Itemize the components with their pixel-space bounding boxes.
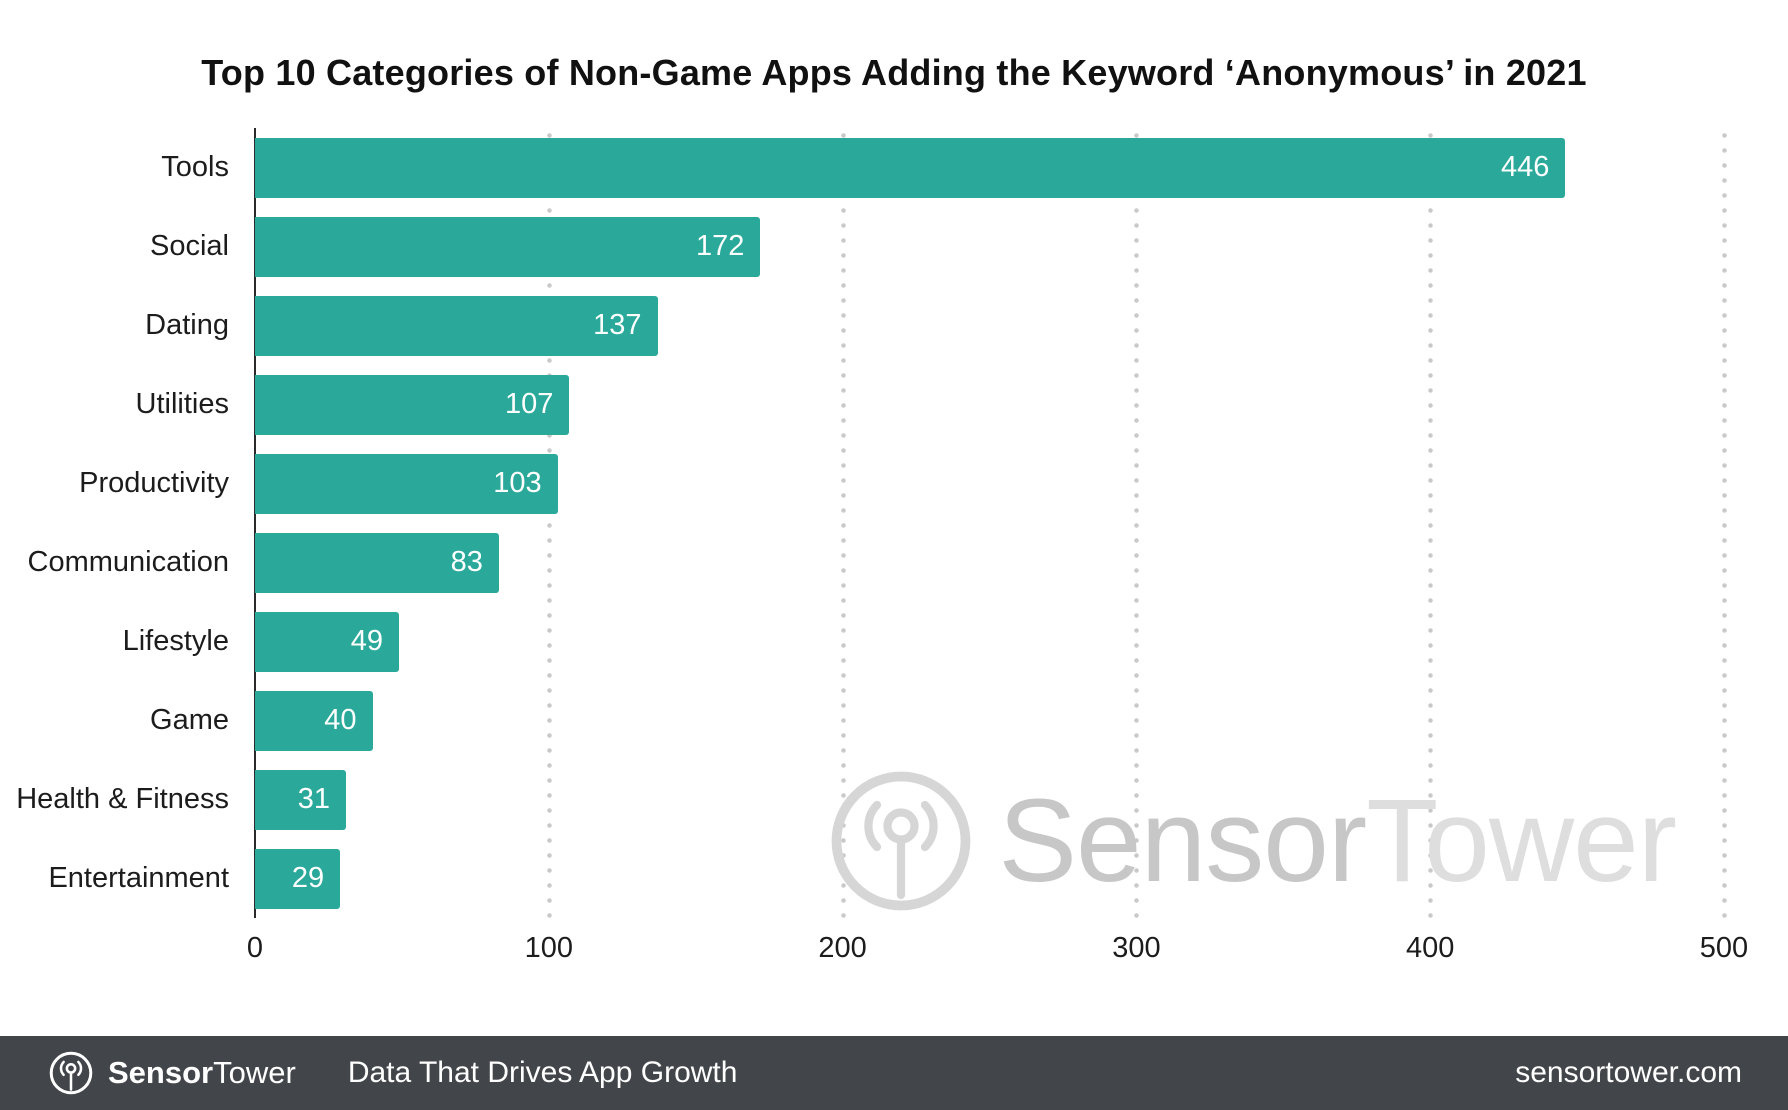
bar-entertainment: 29 <box>255 848 341 909</box>
x-tick-label: 200 <box>818 932 867 964</box>
x-tick-label: 0 <box>246 932 264 964</box>
bar-chart: Tools 446 Social 172 Dating 137 Utilities 107 Pr… <box>0 128 1788 982</box>
category-label: Communication <box>27 546 229 578</box>
bar-value-label: 137 <box>593 309 642 341</box>
x-axis: 0 100 200 300 400 500 <box>247 932 1748 982</box>
bar-track: 107 <box>255 374 1724 435</box>
bar-productivity: 103 <box>255 453 558 514</box>
y-axis-line <box>254 128 256 918</box>
bar-dating: 137 <box>255 295 658 356</box>
bar-tools: 446 <box>255 137 1566 198</box>
footer-tagline: Data That Drives App Growth <box>347 1056 738 1089</box>
bar-value-label: 172 <box>695 230 745 262</box>
bar-track: 83 <box>255 532 1724 593</box>
category-label: Entertainment <box>48 862 229 894</box>
bar-lifestyle: 49 <box>255 611 399 672</box>
bar-track: 103 <box>255 453 1724 514</box>
category-label: Health & Fitness <box>16 783 229 815</box>
bar-row: Lifestyle 49 <box>0 602 1788 681</box>
gridline-100 <box>546 128 552 918</box>
footer-brand: SensorTower <box>108 1055 296 1091</box>
bar-value-label: 49 <box>350 625 383 657</box>
bar-row: Game 40 <box>0 681 1788 760</box>
category-label: Utilities <box>135 388 229 420</box>
gridline-500 <box>1722 128 1727 918</box>
footer-bar: SensorTower Data That Drives App Growth … <box>0 1036 1788 1110</box>
footer-website: sensortower.com <box>1515 1056 1742 1089</box>
bar-row: Communication 83 <box>0 523 1788 602</box>
bar-row: Social 172 <box>0 207 1788 286</box>
chart-title: Top 10 Categories of Non-Game Apps Addin… <box>201 52 1587 93</box>
bar-game: 40 <box>255 690 373 751</box>
bar-value-label: 83 <box>450 546 483 578</box>
bar-value-label: 103 <box>493 467 542 499</box>
bar-social: 172 <box>255 216 761 277</box>
sensortower-logo-icon <box>49 1051 93 1095</box>
bar-value-label: 31 <box>297 783 331 815</box>
bar-health-fitness: 31 <box>255 769 347 830</box>
bar-row: Entertainment 29 <box>0 839 1788 918</box>
bar-row: Utilities 107 <box>0 365 1788 444</box>
bar-row: Dating 137 <box>0 286 1788 365</box>
bar-track: 172 <box>255 216 1724 277</box>
bar-rows: Tools 446 Social 172 Dating 137 Utilities 107 Pr… <box>0 128 1788 918</box>
bar-row: Productivity 103 <box>0 444 1788 523</box>
bar-track: 31 <box>255 769 1724 830</box>
x-tick-label: 500 <box>1699 932 1749 964</box>
gridline-300 <box>1134 128 1140 918</box>
category-label: Tools <box>161 151 229 183</box>
plot-area: Tools 446 Social 172 Dating 137 Utilities 107 Pr… <box>0 128 1788 918</box>
category-label: Dating <box>145 309 229 341</box>
bar-track: 446 <box>255 137 1724 198</box>
footer-brand-sensor: Sensor <box>108 1055 214 1090</box>
bar-track: 40 <box>255 690 1724 751</box>
bar-track: 137 <box>255 295 1724 356</box>
gridlines <box>255 128 1727 918</box>
footer-brand-group: SensorTower Data That Drives App Growth <box>48 1050 737 1096</box>
bar-value-label: 40 <box>324 704 357 736</box>
footer-brand-tower: Tower <box>213 1055 296 1090</box>
x-tick-label: 400 <box>1405 932 1455 964</box>
bar-value-label: 446 <box>1500 151 1550 183</box>
bar-track: 49 <box>255 611 1724 672</box>
bar-value-label: 107 <box>504 388 554 420</box>
category-label: Social <box>150 230 229 262</box>
category-label: Productivity <box>79 467 229 499</box>
gridline-200 <box>840 128 846 918</box>
bar-track: 29 <box>255 848 1724 909</box>
bar-communication: 83 <box>255 532 499 593</box>
bar-utilities: 107 <box>255 374 570 435</box>
x-tick-label: 300 <box>1112 932 1161 964</box>
bar-row: Health & Fitness 31 <box>0 760 1788 839</box>
gridline-400 <box>1428 128 1434 918</box>
bar-row: Tools 446 <box>0 128 1788 207</box>
bar-value-label: 29 <box>291 862 325 894</box>
x-tick-label: 100 <box>524 932 573 964</box>
category-label: Game <box>150 704 229 736</box>
category-label: Lifestyle <box>122 625 229 657</box>
